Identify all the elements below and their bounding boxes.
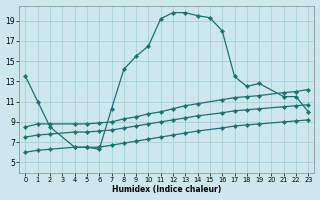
X-axis label: Humidex (Indice chaleur): Humidex (Indice chaleur) [112,185,221,194]
